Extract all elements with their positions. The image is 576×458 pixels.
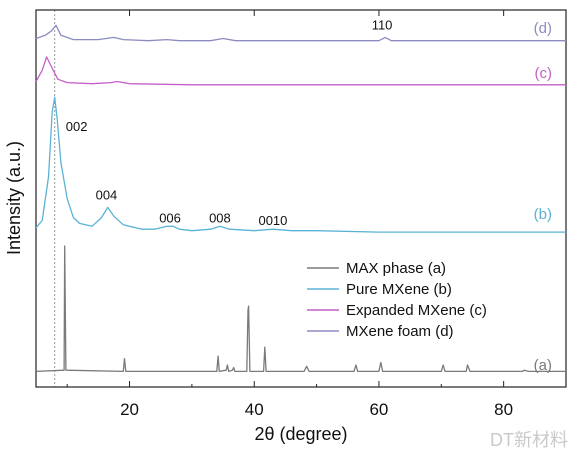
series-group — [35, 24, 566, 373]
series-line-d — [35, 24, 566, 42]
series-tags: (a) (b) (c) (d) — [534, 20, 552, 374]
series-line-a — [35, 245, 566, 373]
legend-entry: MXene foam (d) — [346, 323, 454, 340]
series-tag-b: (b) — [534, 206, 552, 223]
x-tick-label: 40 — [245, 400, 264, 419]
peak-label-004: 004 — [96, 187, 118, 202]
watermark: DT新材料 — [490, 430, 568, 450]
y-axis-label: Intensity (a.u.) — [4, 141, 24, 255]
series-tag-a: (a) — [534, 357, 552, 374]
series-tag-d: (d) — [534, 20, 552, 37]
x-axis-label: 2θ (degree) — [254, 424, 347, 444]
peak-label-0010: 0010 — [258, 213, 287, 228]
peak-label-008: 008 — [209, 210, 231, 225]
legend: MAX phase (a) Pure MXene (b) Expanded MXen… — [307, 260, 487, 340]
peak-label-002: 002 — [66, 119, 88, 134]
x-tick-label: 60 — [369, 400, 388, 419]
series-line-b — [35, 96, 566, 233]
series-line-c — [35, 56, 566, 86]
legend-entry: MAX phase (a) — [346, 260, 446, 277]
x-tick-label: 20 — [120, 400, 139, 419]
series-tag-c: (c) — [535, 65, 553, 82]
x-tick-label: 80 — [494, 400, 513, 419]
peak-label-006: 006 — [159, 210, 181, 225]
legend-entry: Expanded MXene (c) — [346, 302, 487, 319]
annotation-group: 110 002 004 006 008 0010 — [66, 17, 393, 228]
peak-label-110: 110 — [372, 17, 393, 32]
plot-frame — [35, 9, 567, 388]
x-axis-ticks: 20 40 60 80 — [66, 10, 567, 419]
legend-entry: Pure MXene (b) — [346, 281, 452, 298]
